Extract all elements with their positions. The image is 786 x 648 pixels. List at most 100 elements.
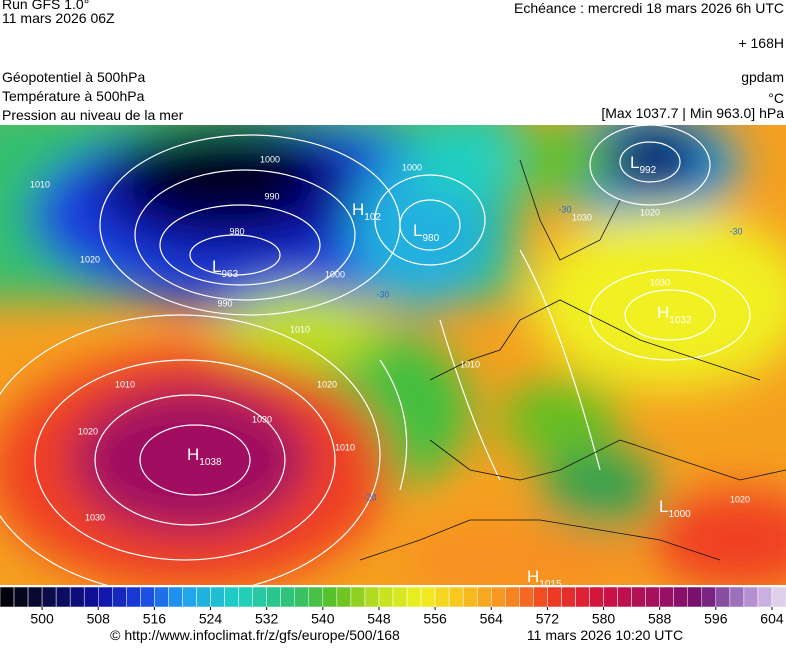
colorbar-swatch (771, 586, 786, 608)
colorbar-swatch (294, 586, 310, 608)
colorbar-swatch (533, 586, 548, 608)
center-value: 1015 (539, 579, 562, 590)
colorbar-swatch (83, 586, 99, 608)
map: 1010 1000 990 980 1020 1000 990 1010 1010 1020 102… (0, 125, 786, 590)
isobar-label: 1020 (78, 426, 98, 436)
colorbar-tick-label: 524 (199, 611, 223, 627)
colorbar-swatch (476, 586, 492, 608)
center-kind: H (187, 445, 199, 464)
colorbar-swatch (561, 586, 576, 608)
colorbar-swatch (757, 586, 773, 608)
colorbar: 500 508 516 524 532 540 548 556 564 572 580 588 596 6… (0, 586, 786, 627)
isobar-label: 1030 (85, 512, 105, 522)
colorbar-tick-label: 532 (255, 611, 279, 627)
colorbar-swatch (308, 586, 324, 608)
colorbar-swatch (519, 586, 534, 608)
isobars (0, 125, 751, 585)
colorbar-swatch (434, 586, 450, 608)
colorbar-swatch (406, 586, 422, 608)
center-value: 102 (364, 212, 381, 223)
colorbar-swatch (645, 586, 660, 608)
colorbar-swatch (715, 586, 731, 608)
source-link: © http://www.infoclimat.fr/z/gfs/europe/… (110, 627, 400, 643)
layer-label: Géopotentiel à 500hPa (2, 69, 145, 85)
colorbar-tick-label: 596 (704, 611, 728, 627)
colorbar-swatch (168, 586, 183, 608)
pressure-center: L992 (630, 153, 657, 176)
run-date: 11 mars 2026 06Z (2, 10, 115, 26)
isobar-label: 1030 (252, 414, 272, 424)
center-value: 1000 (668, 509, 691, 520)
colorbar-swatch (364, 586, 380, 608)
colorbar-swatch (673, 586, 689, 608)
temperature-label: -30 (558, 204, 571, 214)
colorbar-swatch (589, 586, 604, 608)
colorbar-swatch (140, 586, 155, 608)
pressure-center: H1015 (527, 567, 562, 590)
generated-time: 11 mars 2026 10:20 UTC (527, 627, 683, 643)
unit-label: [Max 1037.7 | Min 963.0] hPa (601, 105, 784, 121)
colorbar-swatch (0, 586, 15, 608)
colorbar-tick-label: 548 (367, 611, 391, 627)
colorbar-swatch (280, 586, 296, 608)
colorbar-swatch (182, 586, 197, 608)
colorbar-swatch (154, 586, 169, 608)
layer-label: Pression au niveau de la mer (2, 107, 184, 123)
center-value: 980 (422, 233, 439, 244)
unit-label: °C (768, 90, 784, 106)
isobar-label: 1020 (317, 379, 337, 389)
colorbar-swatch (69, 586, 85, 608)
center-value: 1032 (669, 315, 692, 326)
isobar-label: 1000 (325, 269, 345, 279)
colorbar-swatch (378, 586, 394, 608)
coastlines (359, 159, 786, 561)
isobar-label: 980 (229, 226, 244, 236)
colorbar-tick-label: 540 (311, 611, 335, 627)
layer-label: Température à 500hPa (2, 88, 145, 104)
colorbar-swatch (392, 586, 408, 608)
colorbar-swatch (491, 586, 506, 608)
colorbar-swatch (701, 586, 717, 608)
colorbar-swatch (266, 586, 281, 608)
colorbar-swatch (575, 586, 590, 608)
center-kind: L (413, 221, 422, 240)
isobar-label: 1010 (335, 442, 355, 452)
isobar-label: 1010 (115, 379, 135, 389)
colorbar-swatch (196, 586, 211, 608)
isobar-label: 1030 (650, 277, 670, 287)
pressure-center: L1000 (659, 497, 691, 520)
isobar-labels: 1010 1000 990 980 1020 1000 990 1010 1010 1020 102… (30, 154, 750, 522)
colorbar-swatch (224, 586, 239, 608)
temperature-label: -30 (376, 289, 389, 299)
isobar-label: 1020 (730, 494, 750, 504)
colorbar-swatch (336, 586, 352, 608)
center-value: 992 (639, 165, 656, 176)
colorbar-tick-label: 588 (648, 611, 672, 627)
pressure-center: L963 (212, 257, 239, 280)
colorbar-tick-label: 556 (423, 611, 447, 627)
colorbar-swatch (252, 586, 267, 608)
temperature-label: -20 (363, 492, 376, 502)
colorbar-swatch (631, 586, 646, 608)
center-kind: H (352, 200, 364, 219)
colorbar-swatch (41, 586, 57, 608)
isobar-label: 1010 (30, 179, 50, 189)
colorbar-swatch (505, 586, 520, 608)
colorbar-swatch (210, 586, 225, 608)
center-value: 1038 (199, 457, 222, 468)
isobar-label: 1020 (640, 207, 660, 217)
isobar-label: 990 (264, 191, 279, 201)
center-kind: L (630, 153, 639, 172)
colorbar-swatch (322, 586, 338, 608)
pressure-center: H102 (352, 200, 381, 223)
colorbar-swatch (743, 586, 759, 608)
unit-label: gpdam (741, 69, 784, 85)
colorbar-swatch (27, 586, 43, 608)
center-kind: L (659, 497, 668, 516)
colorbar-swatch (112, 586, 127, 608)
colorbar-tick-label: 580 (592, 611, 616, 627)
colorbar-swatch (350, 586, 366, 608)
isobar-label: 1010 (460, 359, 480, 369)
